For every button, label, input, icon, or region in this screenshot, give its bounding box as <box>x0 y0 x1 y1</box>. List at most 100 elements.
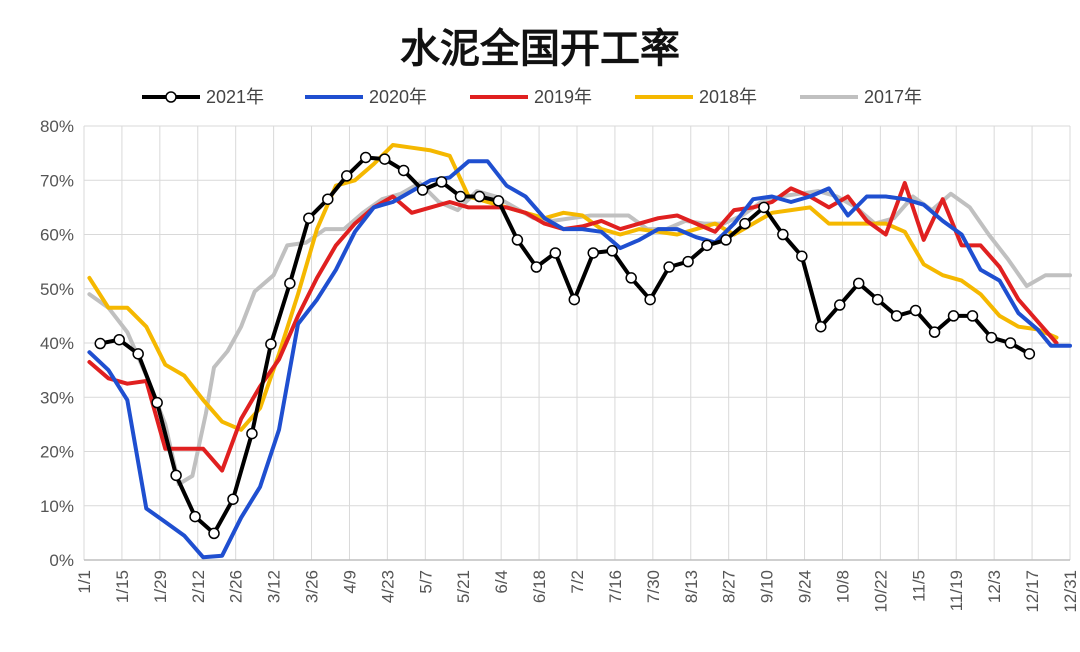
x-tick-label: 10/22 <box>871 570 890 613</box>
x-tick-label: 5/7 <box>416 570 435 594</box>
data-point <box>587 247 600 259</box>
plot-area <box>87 143 1072 560</box>
y-tick-label: 70% <box>40 171 74 190</box>
y-tick-label: 40% <box>40 334 74 353</box>
x-tick-label: 6/18 <box>530 570 549 603</box>
data-point <box>322 193 334 205</box>
data-point <box>644 293 656 306</box>
data-point <box>492 195 505 207</box>
data-point <box>682 255 694 268</box>
data-point <box>966 310 979 322</box>
data-point <box>132 348 144 360</box>
x-tick-label: 1/29 <box>151 570 170 603</box>
x-tick-label: 6/4 <box>492 570 511 594</box>
x-tick-label: 2/12 <box>189 570 208 603</box>
data-point <box>473 190 486 203</box>
x-tick-label: 1/1 <box>75 570 94 594</box>
data-point <box>777 228 789 241</box>
x-tick-label: 3/26 <box>303 570 322 603</box>
data-point <box>720 234 732 246</box>
x-tick-label: 12/3 <box>985 570 1004 603</box>
x-tick-label: 9/24 <box>796 570 815 603</box>
data-point <box>94 337 107 350</box>
data-point <box>227 493 239 505</box>
y-tick-label: 30% <box>40 388 74 407</box>
data-point <box>947 310 960 322</box>
data-point <box>985 331 998 344</box>
series-line-2018年 <box>87 143 1059 432</box>
data-point <box>246 427 258 440</box>
data-point <box>758 201 770 214</box>
legend-label: 2019年 <box>534 87 592 107</box>
data-point <box>189 510 201 523</box>
x-tick-label: 2/26 <box>227 570 246 603</box>
x-tick-label: 10/8 <box>833 570 852 603</box>
data-point <box>284 277 296 290</box>
data-point <box>663 261 675 273</box>
chart-title: 水泥全国开工率 <box>400 26 680 72</box>
x-tick-label: 11/5 <box>909 570 928 602</box>
data-point <box>1004 337 1017 349</box>
legend-label: 2020年 <box>369 87 427 107</box>
data-point <box>208 527 220 540</box>
data-point <box>928 326 941 338</box>
data-point <box>739 217 751 230</box>
data-point <box>511 234 524 246</box>
data-point <box>170 469 182 482</box>
legend-item: 2017年 <box>800 87 922 107</box>
data-point <box>416 184 429 196</box>
y-axis: 0% 10% 20% 30% 40% 50% 60% 70% 80% <box>40 117 74 570</box>
data-point <box>151 396 163 409</box>
data-point <box>303 212 315 224</box>
data-point <box>852 277 865 290</box>
legend-item: 2019年 <box>470 87 592 107</box>
legend-label: 2017年 <box>864 87 922 107</box>
data-point <box>1023 348 1036 360</box>
data-point <box>890 310 903 322</box>
y-tick-label: 20% <box>40 443 74 462</box>
x-tick-label: 9/10 <box>758 570 777 603</box>
data-point <box>834 299 846 311</box>
data-point <box>871 293 884 306</box>
x-tick-label: 4/9 <box>340 570 359 594</box>
data-point <box>435 176 448 188</box>
x-tick-label: 8/13 <box>682 570 701 603</box>
data-point <box>909 304 922 317</box>
legend-item: 2018年 <box>635 87 757 107</box>
x-tick-label: 4/23 <box>378 570 397 603</box>
x-tick-label: 12/17 <box>1023 570 1042 613</box>
legend-label: 2021年 <box>206 87 264 107</box>
y-tick-label: 50% <box>40 280 74 299</box>
legend-item: 2021年 <box>142 87 264 107</box>
data-point <box>549 247 562 259</box>
y-tick-label: 10% <box>40 497 74 516</box>
x-tick-label: 5/21 <box>454 570 473 603</box>
y-tick-label: 80% <box>40 117 74 136</box>
data-point <box>341 170 353 182</box>
x-tick-label: 12/31 <box>1061 570 1080 613</box>
data-point <box>796 250 808 262</box>
legend-label: 2018年 <box>699 87 757 107</box>
data-point <box>359 151 372 164</box>
x-tick-label: 7/2 <box>568 570 587 594</box>
data-point <box>113 333 125 346</box>
y-tick-label: 60% <box>40 226 74 245</box>
data-point <box>606 245 618 257</box>
legend-marker <box>165 91 177 103</box>
x-tick-label: 1/15 <box>113 570 132 603</box>
x-tick-label: 8/27 <box>720 570 739 603</box>
series-line-2020年 <box>87 159 1072 560</box>
data-point <box>265 338 277 350</box>
y-tick-label: 0% <box>49 551 74 570</box>
data-point <box>454 190 467 203</box>
data-point <box>625 272 637 284</box>
data-point <box>530 261 543 273</box>
legend-item: 2020年 <box>305 87 427 107</box>
data-point <box>568 293 581 306</box>
x-tick-label: 3/12 <box>265 570 284 603</box>
data-point <box>701 239 713 252</box>
chart-legend: 2021年 2020年 2019年 2018年 2017年 <box>142 87 922 107</box>
x-axis: 1/1 1/15 1/29 2/12 2/26 3/12 3/26 4/9 4/23 5/7 5/2… <box>75 559 1080 613</box>
x-tick-label: 7/30 <box>644 570 663 603</box>
